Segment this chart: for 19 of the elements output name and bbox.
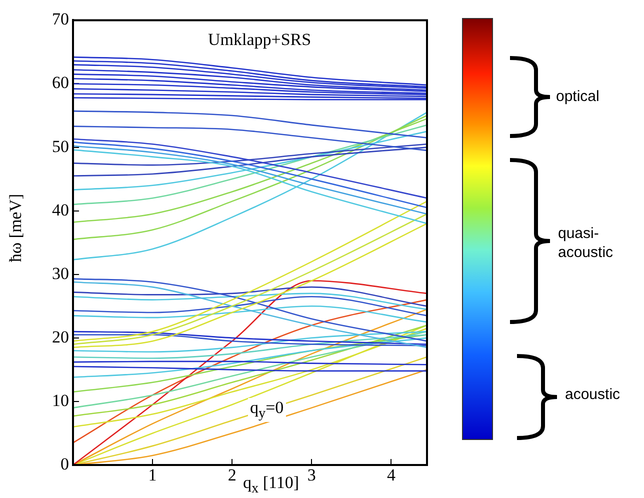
x-tick-label: 1: [148, 466, 157, 485]
y-tick-label: 40: [52, 200, 69, 220]
y-tick-label: 10: [52, 390, 69, 410]
y-tick-label: 70: [52, 10, 69, 29]
text: quasi-acoustic: [558, 224, 614, 262]
y-axis-title: ħω [meV]: [6, 194, 26, 262]
annotation: q$_{y}$=0: [248, 398, 286, 422]
x-tick-label: 3: [307, 466, 316, 485]
x-axis-title: q$_{x}$ [110]: [243, 473, 300, 498]
text: optical: [556, 88, 600, 105]
y-tick-label: 20: [52, 327, 69, 346]
y-tick-label: 0: [60, 454, 69, 474]
y-tick-label: 30: [52, 264, 69, 283]
text: Umklapp+SRS: [208, 30, 312, 50]
x-tick-label: 2: [228, 466, 236, 485]
x-tick-label: 4: [386, 466, 396, 485]
text: acoustic: [565, 386, 620, 403]
y-tick-label: 50: [52, 136, 69, 156]
y-tick-label: 60: [52, 73, 69, 92]
